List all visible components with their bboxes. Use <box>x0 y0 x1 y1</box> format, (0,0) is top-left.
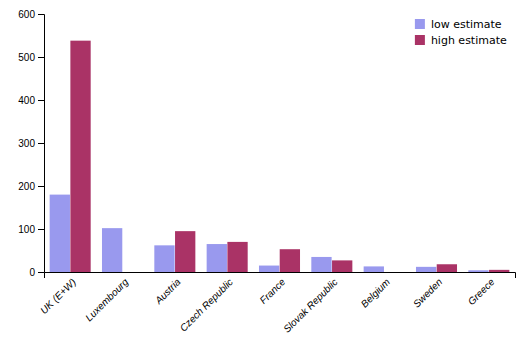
tick: 100 <box>18 224 44 235</box>
tick: Sweden <box>411 272 445 310</box>
tick-mark <box>38 229 44 230</box>
legend-label: low estimate <box>431 18 502 31</box>
tick-mark <box>38 143 44 144</box>
tick-label: 200 <box>18 181 35 192</box>
bar <box>207 244 227 272</box>
legend-swatch <box>415 19 425 29</box>
tick: Belgium <box>359 272 392 310</box>
x-axis: UK (E+W)Luxembourg AustriaCzech Republic F… <box>38 272 515 335</box>
plot: 0 100 200 300 400 500 600 UK (E+W)Luxembourg Aus… <box>18 9 515 335</box>
bar-series <box>70 41 509 272</box>
tick-mark <box>38 14 44 15</box>
tick-label: France <box>257 276 287 306</box>
tick: Greece <box>466 272 497 307</box>
tick: 400 <box>18 95 44 106</box>
tick: 500 <box>18 52 44 63</box>
bar <box>175 231 195 272</box>
tick-label: Belgium <box>359 276 392 309</box>
tick: 300 <box>18 138 44 149</box>
tick: 200 <box>18 181 44 192</box>
bar <box>364 266 384 272</box>
legend-label: high estimate <box>431 34 507 47</box>
tick-label: 300 <box>18 138 35 149</box>
bars <box>50 41 510 272</box>
axis-line <box>38 15 45 273</box>
tick-label: Czech Republic <box>178 276 235 333</box>
legend: low estimate high estimate <box>415 18 507 47</box>
tick-mark <box>38 272 44 273</box>
tick: Austria <box>152 272 183 307</box>
bar <box>70 41 90 272</box>
bar <box>154 245 174 272</box>
tick-label: Austria <box>152 276 183 307</box>
tick-label: 400 <box>18 95 35 106</box>
tick-label: 0 <box>29 267 35 278</box>
bar <box>416 267 436 272</box>
tick: 600 <box>18 9 44 20</box>
tick: Slovak Republic <box>281 272 339 335</box>
tick-label: Greece <box>466 276 497 307</box>
tick-label: 500 <box>18 52 35 63</box>
bar <box>123 272 143 273</box>
bar <box>102 228 122 272</box>
tick: Czech Republic <box>178 272 235 334</box>
bar <box>332 260 352 272</box>
tick: UK (E+W) <box>38 272 78 316</box>
tick-mark <box>38 186 44 187</box>
tick-label: Slovak Republic <box>281 276 339 334</box>
tick: 0 <box>29 267 44 278</box>
tick-label: UK (E+W) <box>38 276 78 316</box>
legend-item: low estimate <box>415 18 502 31</box>
bar <box>280 249 300 272</box>
bar <box>259 266 279 272</box>
bar-series <box>50 195 489 272</box>
bar <box>227 242 247 272</box>
tick-mark <box>38 100 44 101</box>
bar <box>384 272 404 273</box>
tick: France <box>257 272 287 306</box>
bar <box>50 195 70 272</box>
bar <box>468 270 488 272</box>
chart: 0 100 200 300 400 500 600 UK (E+W)Luxembourg Aus… <box>0 0 529 356</box>
tick-mark <box>38 57 44 58</box>
bar <box>489 270 509 272</box>
tick-label: Luxembourg <box>83 276 130 323</box>
legend-swatch <box>415 35 425 45</box>
tick-label: 100 <box>18 224 35 235</box>
bar <box>437 264 457 272</box>
tick: Luxembourg <box>83 272 130 323</box>
tick-label: Sweden <box>411 276 445 310</box>
bar <box>311 257 331 272</box>
legend-item: high estimate <box>415 34 507 47</box>
tick-label: 600 <box>18 9 35 20</box>
y-axis: 0 100 200 300 400 500 600 <box>18 9 44 278</box>
